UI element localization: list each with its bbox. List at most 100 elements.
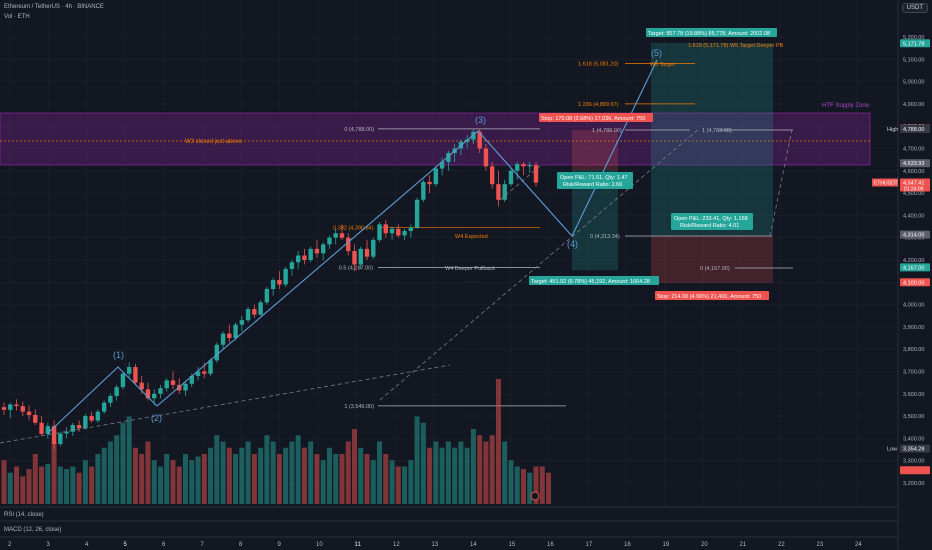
currency-button[interactable]: USDT — [901, 3, 928, 13]
candle-body — [496, 184, 501, 200]
candle-body — [358, 248, 363, 265]
candle-body — [101, 402, 107, 412]
price-tick-label: 4,000.00 — [903, 303, 924, 309]
volume-bar — [201, 454, 207, 504]
volume-bar — [145, 441, 151, 504]
volume-bar — [433, 441, 439, 504]
volume-bar — [351, 429, 357, 504]
symbol-tag-label: ETHUSDT — [874, 181, 898, 187]
symbol-title[interactable]: Ethereum / TetherUS · 4h · BINANCE — [4, 4, 104, 10]
volume-bar — [358, 447, 364, 504]
candle-body — [427, 181, 432, 185]
price-tick-label: 3,700.00 — [903, 370, 924, 376]
price-tick-label: 3,900.00 — [903, 325, 924, 331]
candle-body — [51, 426, 57, 444]
time-tick-label: 13 — [432, 542, 439, 548]
volume-bar — [82, 460, 88, 504]
volume-bar — [495, 379, 501, 504]
w4-expected-label: W4 Expected — [455, 234, 488, 240]
price-tick-label: 5,100.00 — [903, 57, 924, 63]
candle-body — [177, 384, 182, 391]
position-2-target-zone — [651, 43, 773, 236]
svg-text:Risk/Reward Ratio: 2.66: Risk/Reward Ratio: 2.66 — [563, 182, 622, 188]
price-tick-label: 4,900.00 — [903, 102, 924, 108]
price-tick-label: 4,200.00 — [903, 258, 924, 264]
lightning-icon[interactable] — [530, 491, 540, 501]
svg-text:Risk/Reward Ratio: 4.01: Risk/Reward Ratio: 4.01 — [680, 223, 739, 229]
position-2-stop-label: Stop: 214.00 (4.96%) 21,400, Amount: 750 — [655, 291, 769, 300]
candle-body — [371, 239, 376, 257]
volume-bar — [408, 460, 414, 504]
candle-body — [414, 199, 420, 228]
price-tag-bg — [900, 159, 930, 168]
time-tick-label: 15 — [509, 542, 516, 548]
candle-body — [295, 255, 301, 263]
volume-bar — [539, 466, 545, 504]
volume-bar — [458, 441, 464, 504]
volume-bar — [233, 454, 239, 504]
price-axis[interactable]: 5,200.005,100.005,000.004,900.004,800.00… — [903, 35, 924, 487]
candle-body — [364, 248, 370, 257]
position-1-target-label: Target: 451.92 (9.78%) 45,192, Amount: 1… — [529, 276, 659, 285]
grid-lines — [0, 0, 898, 507]
rsi-label[interactable]: RSI (14, close) — [4, 512, 44, 518]
position-2-stop-zone — [651, 236, 773, 283]
volume-bar — [245, 441, 251, 504]
candle-body — [308, 248, 313, 260]
volume-bar — [345, 441, 351, 504]
price-tick-label: 4,600.00 — [903, 169, 924, 175]
price-tag-value: 4,100.00 — [903, 280, 924, 286]
candle-body — [170, 380, 176, 385]
candle-body — [208, 360, 213, 374]
volume-bar — [533, 466, 539, 504]
price-tags: 5,171.784,789.00High4,788.004,633.93ETHU… — [872, 39, 930, 475]
macd-label[interactable]: MACD (12, 26, close) — [4, 527, 61, 533]
volume-bar — [151, 460, 157, 504]
time-tick-label: 24 — [855, 542, 862, 548]
volume-bar — [520, 469, 526, 504]
candle-body — [89, 416, 94, 421]
candle-body — [389, 228, 395, 234]
volume-bar — [26, 469, 32, 504]
candle-body — [521, 164, 526, 167]
candle-body — [64, 431, 69, 434]
volume-bar — [283, 447, 289, 504]
candle-body — [314, 248, 320, 254]
volume-bars — [1, 379, 552, 504]
volume-bar — [264, 435, 270, 504]
volume-indicator-label[interactable]: Vol · ETH — [4, 14, 30, 20]
volume-bar — [389, 460, 395, 504]
price-tick-label: 3,400.00 — [903, 436, 924, 442]
candle-body — [327, 237, 332, 245]
time-tick-label: 10 — [316, 542, 323, 548]
volume-bar — [189, 460, 195, 504]
volume-bar — [289, 441, 295, 504]
candle-body — [233, 324, 238, 339]
volume-bar — [132, 447, 138, 504]
volume-bar — [258, 447, 264, 504]
wave-label-3: (3) — [475, 115, 486, 125]
candle-body — [252, 309, 257, 315]
candle-body — [70, 425, 76, 432]
price-tag-bg — [900, 466, 930, 475]
position-1-pnl-label: Open P&L: 71.51, Qty: 1.47 Risk/Reward R… — [557, 172, 633, 189]
time-axis[interactable]: 2 3 4 5 6 7 8 9 10 11 12 13 14 15 16 17 18 19 20 21 22 23 24 — [8, 542, 862, 548]
projection-label: 1.618 (5,081.20) — [578, 61, 619, 67]
volume-bar — [489, 435, 495, 504]
volume-bar — [527, 472, 533, 504]
volume-bar — [208, 447, 214, 504]
time-tick-label: 16 — [547, 542, 554, 548]
volume-bar — [51, 441, 57, 504]
time-tick-label: 17 — [586, 542, 593, 548]
candle-body — [402, 231, 407, 236]
candle-body — [283, 268, 288, 285]
volume-bar — [251, 454, 257, 504]
price-tag-value: 4,547.41 — [903, 181, 924, 187]
candle-body — [220, 333, 226, 345]
time-tick-label: 22 — [778, 542, 785, 548]
position-2-pnl-label: Open P&L: 233.41, Qty: 1.168 Risk/Reward… — [671, 213, 753, 230]
volume-bar — [546, 472, 552, 504]
volume-bar — [70, 466, 76, 504]
price-tag-label: High — [887, 127, 898, 133]
